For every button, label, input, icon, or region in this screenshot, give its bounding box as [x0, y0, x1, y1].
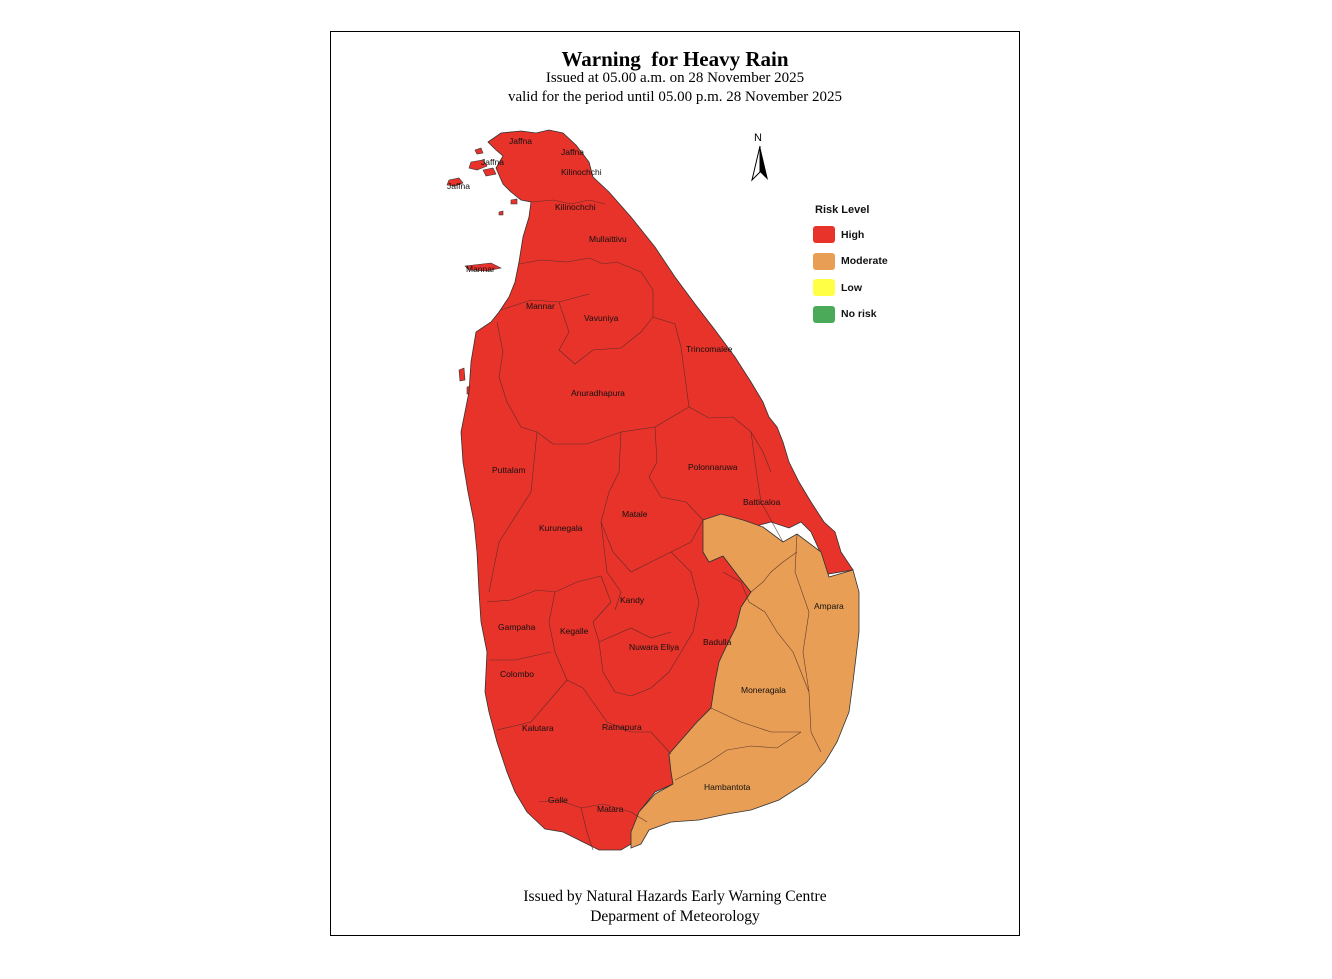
issue-time: Issued at 05.00 a.m. on 28 November 2025	[545, 70, 805, 86]
moderate-risk-region	[630, 513, 860, 849]
label-anuradhapura: Anuradhapura	[571, 388, 625, 398]
department: Deparment of Meteorology	[590, 908, 760, 925]
label-vavuniya: Vavuniya	[584, 313, 619, 323]
legend-title: Risk Level	[815, 204, 870, 216]
label-mannar: Mannar	[466, 264, 495, 274]
map-title: Warning for Heavy Rain	[561, 47, 789, 71]
label-ampara: Ampara	[814, 601, 844, 611]
issuer: Issued by Natural Hazards Early Warning …	[523, 888, 827, 905]
label-batticaloa: Batticaloa	[743, 497, 781, 507]
label-jaffna: Jaffna	[447, 181, 470, 191]
district-labels: Jaffna Jaffna Jaffna Jaffna Kilinochchi …	[447, 136, 844, 814]
legend-swatch-high	[813, 226, 835, 243]
legend-swatch-moderate	[813, 252, 835, 270]
label-mannar: Mannar	[526, 301, 555, 311]
legend-item-no-risk: No risk	[813, 305, 888, 323]
label-mullaittivu: Mullaittivu	[589, 234, 627, 244]
legend-swatch-no-risk	[813, 305, 835, 323]
legend-item-low: Low	[813, 279, 888, 296]
label-badulla: Badulla	[703, 637, 732, 647]
label-matale: Matale	[622, 509, 648, 519]
label-puttalam: Puttalam	[492, 465, 526, 475]
legend: Risk Level High Moderate Low No risk	[813, 204, 888, 332]
label-galle: Galle	[548, 795, 568, 805]
label-hambantota: Hambantota	[704, 782, 751, 792]
label-jaffna: Jaffna	[561, 147, 584, 157]
legend-label-moderate: Moderate	[841, 255, 888, 267]
label-nuwara-eliya: Nuwara Eliya	[629, 642, 679, 652]
north-label: N	[754, 132, 762, 144]
label-ratnapura: Ratnapura	[602, 722, 642, 732]
label-colombo: Colombo	[500, 669, 534, 679]
label-kandy: Kandy	[620, 595, 645, 605]
legend-label-high: High	[841, 228, 865, 241]
label-jaffna: Jaffna	[509, 136, 532, 146]
map-frame: Warning for Heavy Rain Issued at 05.00 a…	[330, 31, 1020, 936]
label-trincomalee: Trincomalee	[686, 344, 733, 354]
north-arrow: N	[748, 132, 772, 182]
label-kurunegala: Kurunegala	[539, 523, 583, 533]
label-kalutara: Kalutara	[522, 723, 554, 733]
label-kilinochchi: Kilinochchi	[555, 202, 596, 212]
legend-item-moderate: Moderate	[813, 252, 888, 270]
sri-lanka-map: Jaffna Jaffna Jaffna Jaffna Kilinochchi …	[446, 129, 860, 851]
label-matara: Matara	[597, 804, 624, 814]
legend-item-high: High	[813, 226, 888, 243]
label-moneragala: Moneragala	[741, 685, 786, 695]
legend-label-low: Low	[841, 281, 862, 294]
district-boundaries	[486, 199, 822, 851]
label-polonnaruwa: Polonnaruwa	[688, 462, 738, 472]
legend-label-no-risk: No risk	[841, 308, 877, 320]
label-jaffna: Jaffna	[481, 157, 504, 167]
legend-swatch-low	[813, 279, 835, 296]
label-gampaha: Gampaha	[498, 622, 536, 632]
north-arrow-icon	[751, 145, 768, 182]
label-kilinochchi: Kilinochchi	[561, 167, 602, 177]
label-kegalle: Kegalle	[560, 626, 589, 636]
validity-period: valid for the period until 05.00 p.m. 28…	[507, 89, 843, 105]
